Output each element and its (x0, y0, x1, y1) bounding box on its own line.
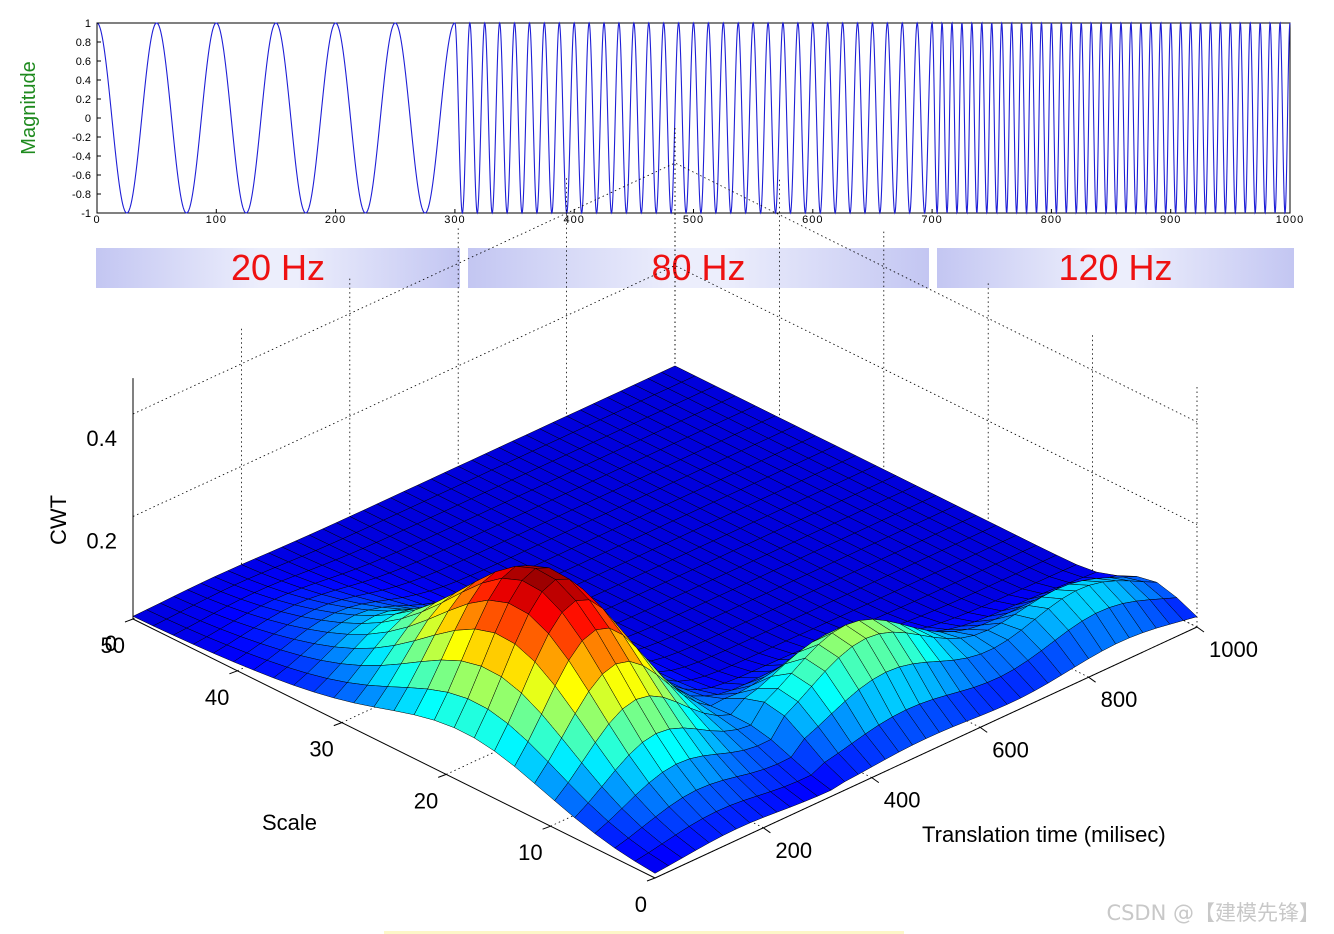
y-tick-mark (124, 618, 134, 623)
y-tick-label: 0 (635, 892, 647, 917)
y-tick-mark (542, 825, 551, 830)
signal-plot: 0 100 200 300 400 500 600 700 800 900 1000 1 0.8 0.6 0… (18, 18, 1304, 226)
y-tick-label: 0.6 (76, 56, 91, 68)
y-tick-label: 40 (205, 685, 229, 710)
x-tick-mark (1088, 676, 1096, 683)
z-tick-label: 0.2 (86, 529, 117, 554)
y-tick-label: 0.2 (76, 94, 91, 106)
x-tick-label: 500 (683, 214, 704, 226)
y-tick-label: -0.8 (72, 189, 91, 201)
x-tick-label: 400 (884, 788, 921, 813)
x-tick-mark (979, 726, 988, 733)
y-tick-label: 0.8 (76, 37, 91, 49)
y-tick-label: -0.4 (72, 151, 91, 163)
x-tick-label: 200 (775, 838, 812, 863)
x-tick-label: 600 (992, 737, 1029, 762)
y-tick-mark (333, 722, 342, 727)
x-tick-label: 800 (1041, 214, 1062, 226)
z-axis-label: CWT (46, 495, 71, 545)
x-tick-mark (1196, 626, 1205, 633)
y-tick-mark (646, 877, 656, 882)
y-tick-label: 0 (85, 113, 91, 125)
y-tick-label: 20 (414, 788, 438, 813)
signal-line (96, 21, 1291, 215)
surface-patch (634, 852, 669, 874)
y-tick-label: -0.6 (72, 170, 91, 182)
cwt-surface (132, 365, 1198, 874)
y-axis-label: Magnitude (18, 61, 40, 154)
x-tick-label: 1000 (1209, 637, 1258, 662)
y-tick-label: -1 (81, 208, 91, 220)
y-tick-label: 10 (518, 840, 542, 865)
grid-line (132, 162, 1198, 423)
y-axis-line (132, 618, 656, 879)
x-tick-label: 200 (325, 214, 346, 226)
y-tick-label: 0.4 (76, 75, 91, 87)
y-tick-label: 1 (85, 18, 91, 30)
grid-line (132, 265, 1198, 525)
y-tick-label: 30 (309, 737, 333, 762)
x-tick-label: 1000 (1276, 214, 1304, 226)
signal-axes-box (96, 22, 1291, 214)
x-tick-mark (871, 777, 880, 784)
x-tick-label: 800 (1101, 687, 1138, 712)
y-tick-mark (229, 670, 238, 675)
decorative-divider (384, 931, 904, 934)
x-tick-label: 900 (1160, 214, 1181, 226)
x-tick-mark (763, 827, 771, 834)
watermark: CSDN @【建模先锋】 (1106, 901, 1320, 925)
x-tick-label: 700 (921, 214, 942, 226)
x-axis-line (654, 626, 1198, 879)
z-tick-label: 0 (105, 631, 117, 656)
y-tick-label: -0.2 (72, 132, 91, 144)
x-tick-label: 100 (206, 214, 227, 226)
x-tick-label: 400 (564, 214, 585, 226)
y-axis-label: Scale (262, 810, 317, 835)
y-tick-label: 50 (101, 633, 125, 658)
x-axis-label: Translation time (milisec) (922, 822, 1166, 847)
x-tick-label: 0 (93, 214, 100, 226)
x-tick-label: 600 (802, 214, 823, 226)
y-tick-mark (438, 773, 447, 778)
x-tick-label: 300 (444, 214, 465, 226)
z-tick-label: 0.4 (86, 426, 117, 451)
